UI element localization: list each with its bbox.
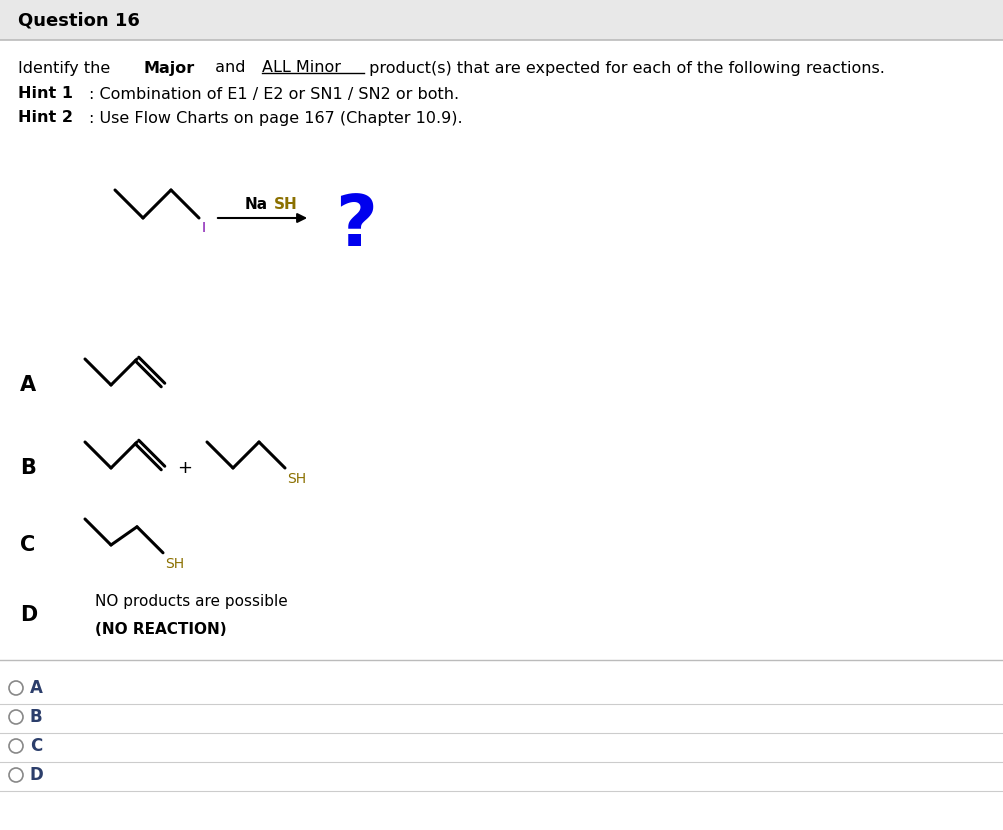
Text: B: B xyxy=(20,458,36,478)
Text: SH: SH xyxy=(274,197,298,212)
Text: D: D xyxy=(30,766,44,784)
Circle shape xyxy=(9,739,23,753)
Text: D: D xyxy=(20,605,37,625)
Text: Identify the: Identify the xyxy=(18,61,115,76)
Text: A: A xyxy=(20,375,36,395)
Text: ?: ? xyxy=(335,192,376,261)
Text: NO products are possible: NO products are possible xyxy=(95,593,288,608)
Text: I: I xyxy=(202,221,206,235)
Text: C: C xyxy=(20,535,35,555)
Circle shape xyxy=(9,681,23,695)
Text: : Combination of E1 / E2 or SN1 / SN2 or both.: : Combination of E1 / E2 or SN1 / SN2 or… xyxy=(89,86,458,101)
Circle shape xyxy=(9,710,23,724)
Text: Question 16: Question 16 xyxy=(18,11,139,29)
FancyBboxPatch shape xyxy=(0,0,1003,40)
Text: Na: Na xyxy=(245,197,268,212)
Text: SH: SH xyxy=(164,557,184,571)
Text: +: + xyxy=(178,459,193,477)
Text: and: and xyxy=(210,61,250,76)
Text: A: A xyxy=(30,679,43,697)
Text: (NO REACTION): (NO REACTION) xyxy=(95,622,227,637)
Text: : Use Flow Charts on page 167 (Chapter 10.9).: : Use Flow Charts on page 167 (Chapter 1… xyxy=(89,110,462,125)
Text: C: C xyxy=(30,737,42,755)
Text: ALL Minor: ALL Minor xyxy=(262,61,341,76)
Text: Hint 2: Hint 2 xyxy=(18,110,73,125)
Text: Hint 1: Hint 1 xyxy=(18,86,73,101)
Text: product(s) that are expected for each of the following reactions.: product(s) that are expected for each of… xyxy=(364,61,884,76)
Circle shape xyxy=(9,768,23,782)
Text: B: B xyxy=(30,708,42,726)
Text: Major: Major xyxy=(143,61,195,76)
Text: SH: SH xyxy=(287,472,306,486)
